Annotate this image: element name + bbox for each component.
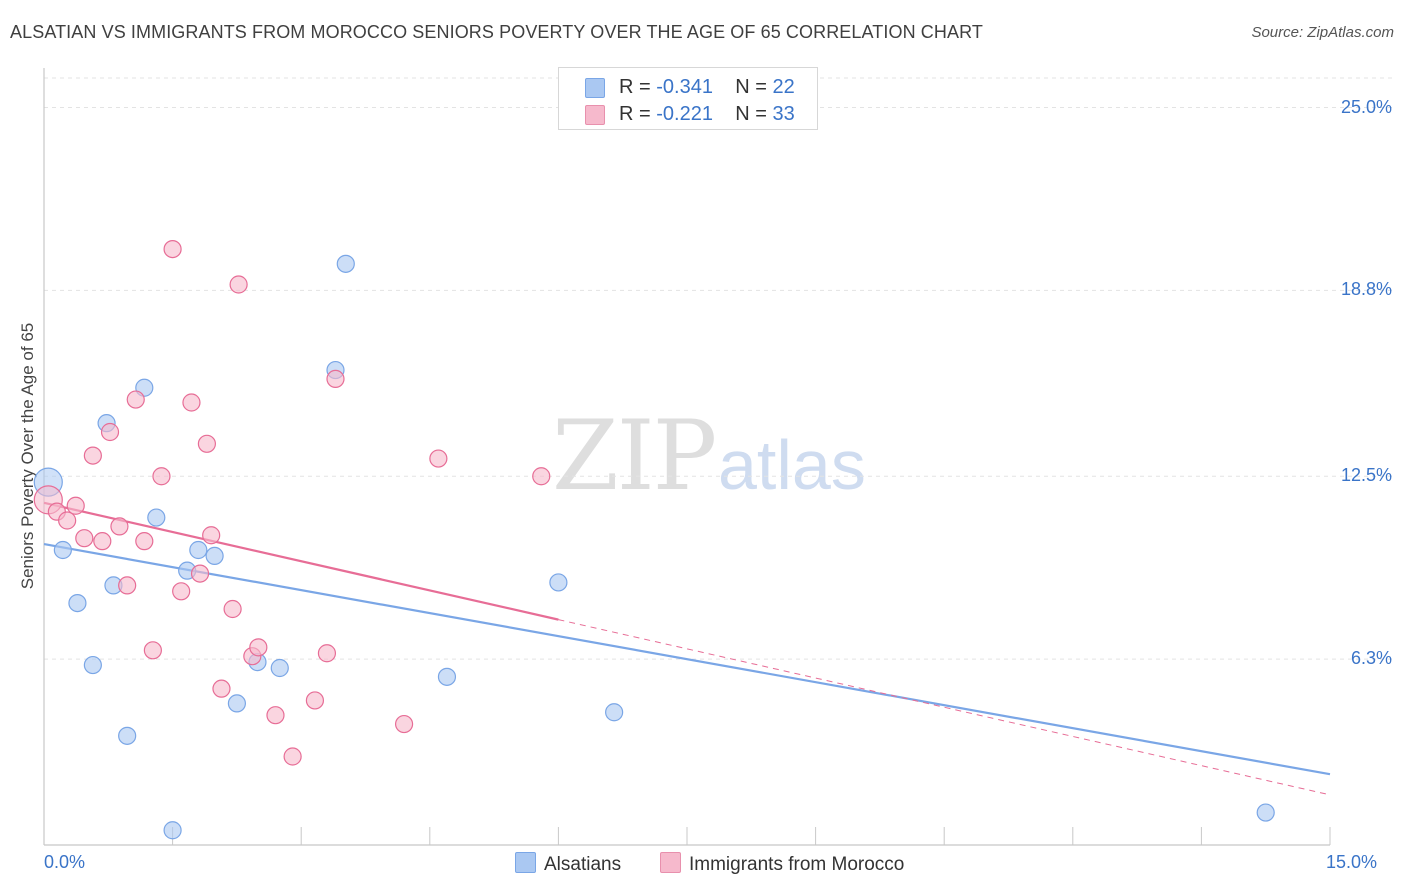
- data-point-morocco: [394, 714, 414, 734]
- data-point-morocco: [190, 564, 210, 583]
- data-point-morocco: [229, 275, 248, 294]
- data-point-morocco: [172, 582, 191, 601]
- legend-n-value-alsatians: 22: [772, 76, 795, 98]
- data-point-morocco: [202, 526, 221, 545]
- data-point-alsatians: [605, 703, 624, 722]
- data-point-alsatians: [549, 573, 568, 592]
- data-point-morocco: [126, 390, 145, 409]
- bottom-legend-alsatians: Alsatians: [515, 852, 621, 876]
- data-point-alsatians: [205, 546, 224, 566]
- data-point-morocco: [326, 369, 345, 388]
- data-point-alsatians: [83, 655, 102, 675]
- data-point-alsatians: [53, 540, 72, 560]
- bottom-legend-morocco: Immigrants from Morocco: [660, 852, 904, 876]
- trend-line-alsatians: [43, 543, 1331, 776]
- legend-swatch-morocco: [585, 105, 605, 125]
- data-points: [33, 240, 1275, 840]
- y-tick-label: 18.8%: [1340, 279, 1392, 300]
- data-point-morocco: [93, 532, 112, 551]
- bottom-legend-swatch-morocco: [660, 852, 681, 873]
- correlation-legend: R = -0.341 N = 22 R = -0.221 N = 33: [558, 67, 818, 130]
- trend-line-morocco: [43, 501, 559, 621]
- y-tick-label: 25.0%: [1340, 96, 1392, 117]
- legend-r-label: R =: [619, 76, 657, 98]
- data-point-alsatians: [163, 821, 182, 840]
- data-point-morocco: [66, 496, 85, 515]
- x-tick-label-min: 0.0%: [44, 852, 86, 872]
- data-point-alsatians: [118, 726, 137, 745]
- trend-line-extension-morocco: [558, 619, 1331, 796]
- data-point-morocco: [143, 641, 162, 660]
- bottom-legend-label-alsatians: Alsatians: [544, 854, 622, 875]
- data-point-morocco: [100, 422, 120, 442]
- data-point-morocco: [152, 467, 171, 486]
- data-point-morocco: [110, 517, 129, 536]
- data-point-morocco: [83, 446, 102, 465]
- grid-lines: [44, 77, 1392, 660]
- legend-r-value-morocco: -0.221: [656, 103, 713, 125]
- watermark-zip: ZIP: [552, 400, 717, 512]
- bottom-legend-swatch-alsatians: [515, 852, 536, 873]
- data-point-morocco: [532, 467, 551, 486]
- data-point-morocco: [135, 532, 154, 551]
- data-point-morocco: [163, 240, 182, 259]
- legend-n-value-morocco: 33: [772, 103, 795, 125]
- data-point-alsatians: [147, 508, 166, 527]
- data-point-morocco: [429, 449, 448, 468]
- y-tick-label: 6.3%: [1350, 648, 1392, 669]
- data-point-alsatians: [270, 658, 289, 678]
- data-point-morocco: [58, 511, 77, 530]
- data-point-alsatians: [336, 254, 355, 273]
- x-tick-label-max: 15.0%: [1326, 852, 1378, 872]
- legend-n-label: N =: [735, 103, 773, 125]
- data-point-morocco: [118, 576, 137, 595]
- bottom-legend-label-morocco: Immigrants from Morocco: [689, 854, 905, 875]
- legend-r-value-alsatians: -0.341: [656, 76, 713, 98]
- data-point-morocco: [223, 599, 242, 619]
- data-point-morocco: [182, 393, 201, 412]
- data-point-morocco: [305, 691, 325, 710]
- legend-r-label: R =: [619, 103, 657, 125]
- data-point-alsatians: [189, 540, 208, 560]
- legend-swatch-alsatians: [585, 78, 605, 98]
- axes: [43, 68, 1331, 846]
- data-point-morocco: [283, 747, 302, 766]
- legend-n-label: N =: [735, 76, 773, 98]
- data-point-morocco: [249, 638, 268, 657]
- watermark-atlas: atlas: [718, 426, 866, 504]
- data-point-alsatians: [1256, 803, 1275, 822]
- data-point-morocco: [197, 434, 216, 453]
- data-point-morocco: [212, 679, 231, 698]
- data-point-alsatians: [68, 593, 87, 613]
- data-point-morocco: [266, 706, 285, 725]
- data-point-alsatians: [227, 694, 246, 713]
- source-credit: Source: ZipAtlas.com: [1251, 24, 1394, 41]
- data-point-morocco: [75, 529, 94, 548]
- chart-title: ALSATIAN VS IMMIGRANTS FROM MOROCCO SENI…: [10, 22, 983, 42]
- data-point-morocco: [317, 644, 337, 663]
- data-point-alsatians: [437, 667, 457, 686]
- trend-lines: [43, 501, 1331, 796]
- y-tick-label: 12.5%: [1340, 465, 1392, 486]
